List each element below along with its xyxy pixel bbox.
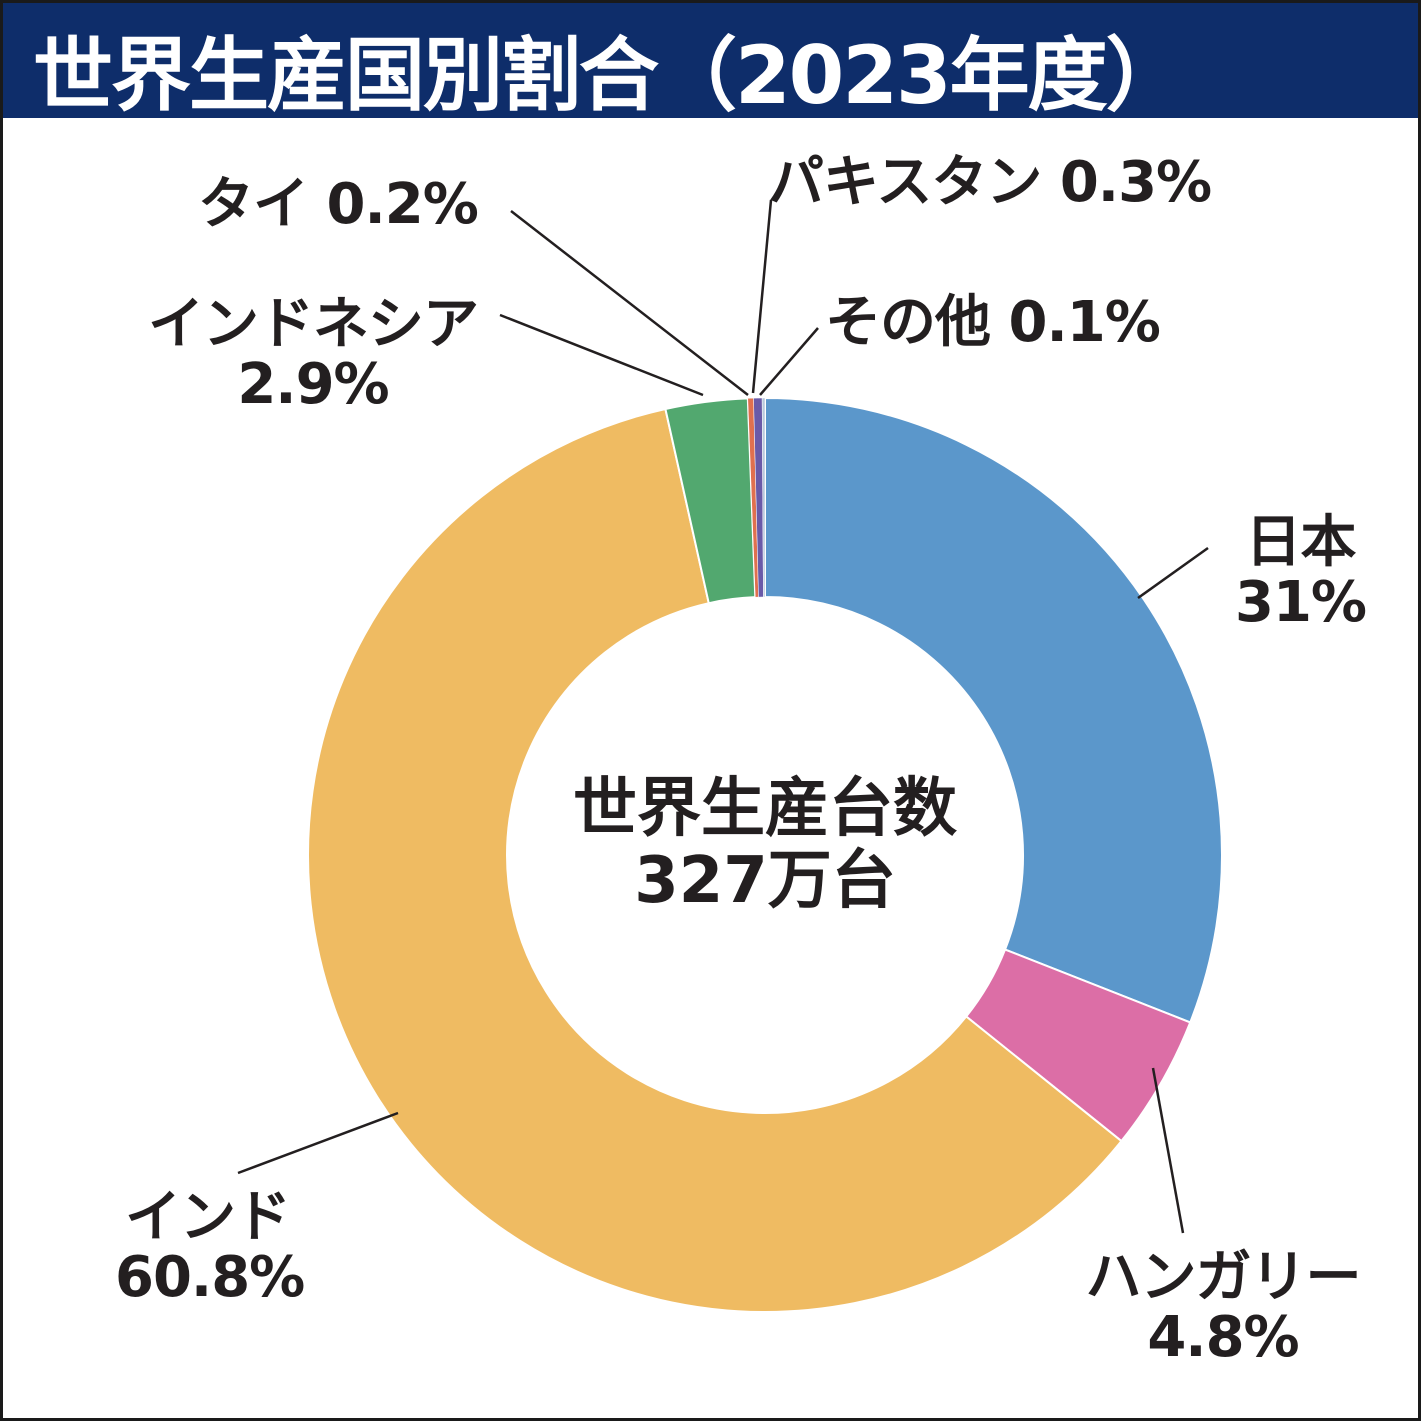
leader-line-2 [237, 1111, 399, 1175]
label-japan-name: 日本 [1245, 510, 1357, 575]
slice-2 [307, 407, 1123, 1314]
slice-0 [764, 396, 1223, 1024]
leader-line-6 [759, 327, 819, 396]
label-indonesia: インドネシア 2.9% [133, 295, 493, 415]
label-indonesia-name: インドネシア [148, 292, 479, 357]
label-pakistan-name: パキスタン [768, 150, 1042, 215]
label-thailand: タイ 0.2% [198, 172, 479, 237]
label-other-value: 0.1% [1008, 290, 1161, 355]
label-japan: 日本 31% [1235, 510, 1367, 635]
slice-6 [761, 397, 766, 598]
label-thailand-value: 0.2% [326, 172, 479, 237]
title-bar: 世界生産国別割合（2023年度） [3, 3, 1418, 122]
center-label-title: 世界生産台数 [573, 772, 957, 846]
label-hungary-value: 4.8% [1147, 1305, 1299, 1370]
center-label: 世界生産台数 327万台 [515, 773, 1015, 917]
label-hungary-name: ハンガリー [1085, 1245, 1362, 1310]
label-pakistan-value: 0.3% [1059, 150, 1212, 215]
leader-line-5 [751, 199, 773, 394]
label-other: その他 0.1% [825, 290, 1161, 355]
leader-line-3 [499, 313, 704, 397]
label-other-name: その他 [825, 290, 991, 355]
label-japan-value: 31% [1235, 570, 1367, 635]
label-india-value: 60.8% [115, 1245, 305, 1310]
label-india-name: インド [125, 1185, 291, 1250]
center-label-value: 327万台 [634, 844, 896, 918]
label-indonesia-value: 2.9% [237, 352, 389, 417]
leader-line-0 [1137, 546, 1209, 600]
label-india: インド 60.8% [115, 1185, 305, 1310]
label-hungary: ハンガリー 4.8% [1078, 1248, 1368, 1368]
label-pakistan: パキスタン 0.3% [768, 150, 1212, 215]
label-thailand-name: タイ [198, 172, 309, 237]
chart-title: 世界生産国別割合（2023年度） [33, 29, 1186, 122]
donut-chart [237, 199, 1223, 1314]
leader-line-1 [1151, 1067, 1185, 1234]
leader-line-4 [510, 210, 749, 396]
